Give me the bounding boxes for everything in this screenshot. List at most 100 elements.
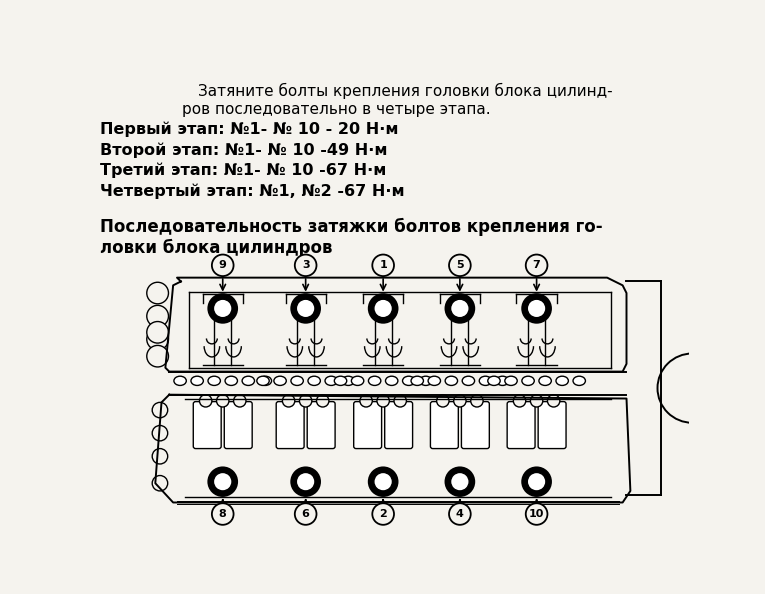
Circle shape	[152, 425, 168, 441]
Circle shape	[360, 394, 373, 407]
Ellipse shape	[257, 376, 269, 386]
Ellipse shape	[191, 376, 203, 386]
Circle shape	[446, 295, 474, 323]
Text: 3: 3	[302, 260, 310, 270]
Circle shape	[446, 468, 474, 495]
Ellipse shape	[402, 376, 415, 386]
Circle shape	[374, 299, 392, 318]
Circle shape	[147, 305, 168, 327]
Circle shape	[522, 468, 551, 495]
Ellipse shape	[308, 376, 321, 386]
Ellipse shape	[505, 376, 517, 386]
FancyBboxPatch shape	[507, 402, 535, 448]
Ellipse shape	[291, 376, 304, 386]
Circle shape	[369, 468, 397, 495]
Circle shape	[152, 476, 168, 491]
Circle shape	[296, 299, 315, 318]
Ellipse shape	[522, 376, 534, 386]
Ellipse shape	[411, 376, 424, 386]
Ellipse shape	[259, 376, 272, 386]
Ellipse shape	[445, 376, 457, 386]
Text: ловки блока цилиндров: ловки блока цилиндров	[99, 239, 332, 257]
Circle shape	[282, 394, 295, 407]
Circle shape	[548, 394, 560, 407]
Circle shape	[213, 472, 232, 491]
Text: Первый этап: №1- № 10 - 20 Н·м: Первый этап: №1- № 10 - 20 Н·м	[99, 121, 398, 137]
Circle shape	[295, 255, 317, 276]
Circle shape	[147, 345, 168, 367]
Circle shape	[527, 472, 546, 491]
Circle shape	[449, 255, 470, 276]
Ellipse shape	[488, 376, 500, 386]
Text: Последовательность затяжки болтов крепления го-: Последовательность затяжки болтов крепле…	[99, 217, 602, 236]
Circle shape	[527, 299, 546, 318]
Text: ров последовательно в четыре этапа.: ров последовательно в четыре этапа.	[181, 102, 490, 117]
Ellipse shape	[479, 376, 492, 386]
Ellipse shape	[325, 376, 337, 386]
Text: 9: 9	[219, 260, 226, 270]
Ellipse shape	[573, 376, 585, 386]
FancyBboxPatch shape	[276, 402, 304, 448]
FancyBboxPatch shape	[353, 402, 382, 448]
Text: 7: 7	[532, 260, 541, 270]
Circle shape	[377, 394, 389, 407]
Ellipse shape	[242, 376, 255, 386]
Circle shape	[209, 295, 236, 323]
Ellipse shape	[351, 376, 364, 386]
Text: 8: 8	[219, 509, 226, 519]
Text: 1: 1	[379, 260, 387, 270]
Circle shape	[291, 468, 320, 495]
Ellipse shape	[225, 376, 237, 386]
FancyBboxPatch shape	[461, 402, 490, 448]
Ellipse shape	[208, 376, 220, 386]
Circle shape	[373, 503, 394, 525]
Circle shape	[454, 394, 466, 407]
Ellipse shape	[462, 376, 474, 386]
Circle shape	[299, 394, 312, 407]
Text: 5: 5	[456, 260, 464, 270]
Circle shape	[470, 394, 483, 407]
Circle shape	[216, 394, 229, 407]
Ellipse shape	[386, 376, 398, 386]
Circle shape	[657, 353, 728, 423]
Ellipse shape	[334, 376, 347, 386]
Circle shape	[374, 472, 392, 491]
Circle shape	[212, 255, 233, 276]
Circle shape	[451, 472, 469, 491]
Circle shape	[209, 468, 236, 495]
Circle shape	[213, 299, 232, 318]
Circle shape	[530, 394, 543, 407]
Circle shape	[317, 394, 329, 407]
FancyBboxPatch shape	[538, 402, 566, 448]
Text: Второй этап: №1- № 10 -49 Н·м: Второй этап: №1- № 10 -49 Н·м	[99, 142, 387, 157]
Ellipse shape	[369, 376, 381, 386]
Ellipse shape	[496, 376, 509, 386]
Circle shape	[291, 295, 320, 323]
FancyBboxPatch shape	[431, 402, 458, 448]
Ellipse shape	[419, 376, 432, 386]
Circle shape	[373, 255, 394, 276]
Circle shape	[147, 328, 168, 350]
Circle shape	[513, 394, 526, 407]
Circle shape	[147, 321, 168, 343]
Circle shape	[200, 394, 212, 407]
FancyBboxPatch shape	[308, 402, 335, 448]
Circle shape	[522, 295, 551, 323]
Ellipse shape	[539, 376, 552, 386]
Text: 6: 6	[301, 509, 310, 519]
Text: 10: 10	[529, 509, 544, 519]
Text: Четвертый этап: №1, №2 -67 Н·м: Четвертый этап: №1, №2 -67 Н·м	[99, 184, 404, 199]
Circle shape	[295, 503, 317, 525]
Circle shape	[152, 402, 168, 418]
Circle shape	[526, 255, 548, 276]
Ellipse shape	[556, 376, 568, 386]
Text: 2: 2	[379, 509, 387, 519]
Circle shape	[526, 503, 548, 525]
Circle shape	[437, 394, 449, 407]
Circle shape	[296, 472, 315, 491]
Circle shape	[451, 299, 469, 318]
Circle shape	[212, 503, 233, 525]
FancyBboxPatch shape	[194, 402, 221, 448]
Circle shape	[152, 448, 168, 464]
Circle shape	[449, 503, 470, 525]
